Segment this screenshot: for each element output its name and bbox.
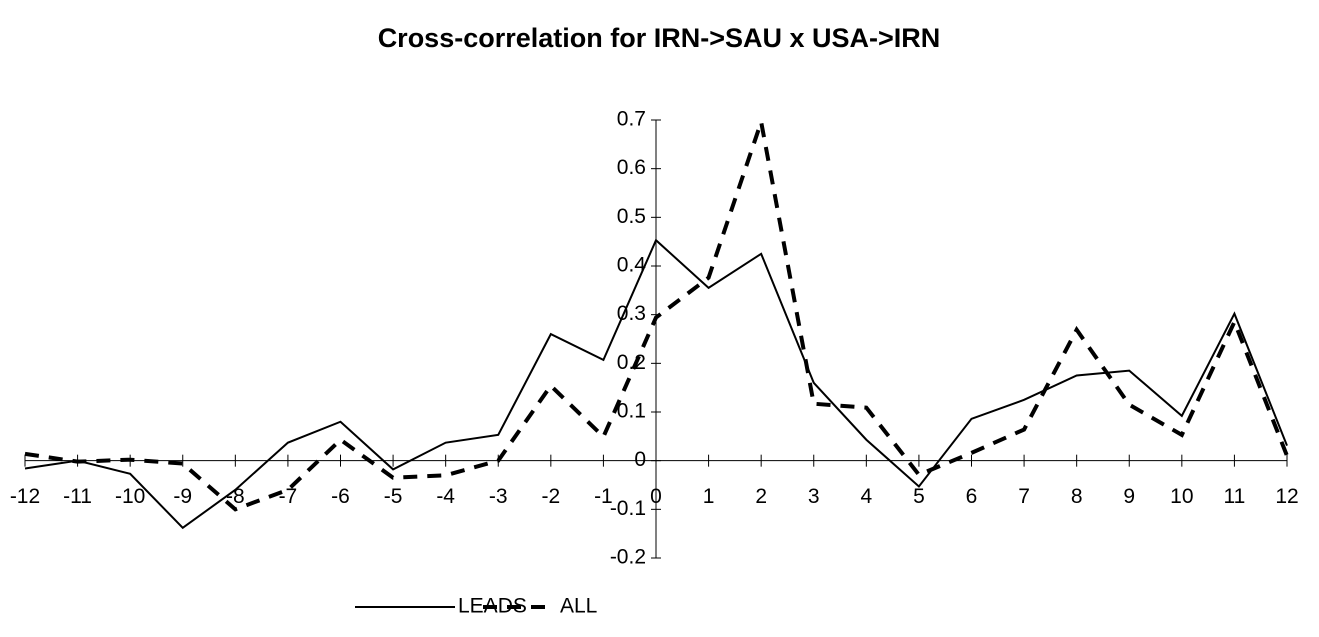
x-tick-label: 0 — [650, 485, 662, 508]
x-tick-label: -3 — [489, 485, 508, 508]
x-tick-label: 4 — [860, 485, 872, 508]
x-tick-label: 1 — [703, 485, 715, 508]
x-tick-label: 10 — [1170, 485, 1193, 508]
y-tick-label: 0.2 — [617, 351, 646, 374]
y-tick-label: 0.7 — [617, 108, 646, 131]
y-tick-label: 0.3 — [617, 302, 646, 325]
x-tick-label: 2 — [755, 485, 767, 508]
chart-title: Cross-correlation for IRN->SAU x USA->IR… — [378, 23, 941, 53]
x-tick-label: -7 — [279, 485, 298, 508]
x-tick-label: -12 — [10, 485, 40, 508]
legend-label: ALL — [560, 595, 597, 618]
x-tick-label: -4 — [436, 485, 455, 508]
x-tick-label: -1 — [594, 485, 613, 508]
x-tick-label: 6 — [966, 485, 978, 508]
x-tick-label: 5 — [913, 485, 925, 508]
y-tick-label: 0.1 — [617, 400, 646, 423]
line-series — [24, 238, 1288, 530]
line-series — [24, 114, 1289, 512]
x-tick-label: 8 — [1071, 485, 1083, 508]
x-tick-label: -8 — [226, 485, 245, 508]
x-tick-label: 9 — [1123, 485, 1135, 508]
x-tick-label: 3 — [808, 485, 820, 508]
y-tick-label: 0.6 — [617, 156, 646, 179]
x-tick-label: -6 — [331, 485, 350, 508]
x-tick-label: 11 — [1224, 485, 1246, 508]
x-tick-label: 12 — [1275, 485, 1298, 508]
y-tick-label: 0 — [634, 448, 646, 471]
x-tick-label: -2 — [541, 485, 560, 508]
y-tick-label: -0.2 — [610, 546, 646, 569]
x-tick-label: -11 — [63, 485, 92, 508]
y-tick-label: 0.5 — [617, 205, 646, 228]
x-tick-label: 7 — [1018, 485, 1030, 508]
x-tick-label: -10 — [115, 485, 145, 508]
x-tick-label: -9 — [173, 485, 192, 508]
x-tick-label: -5 — [384, 485, 403, 508]
y-tick-label: -0.1 — [610, 497, 646, 520]
y-tick-label: 0.4 — [617, 254, 647, 277]
